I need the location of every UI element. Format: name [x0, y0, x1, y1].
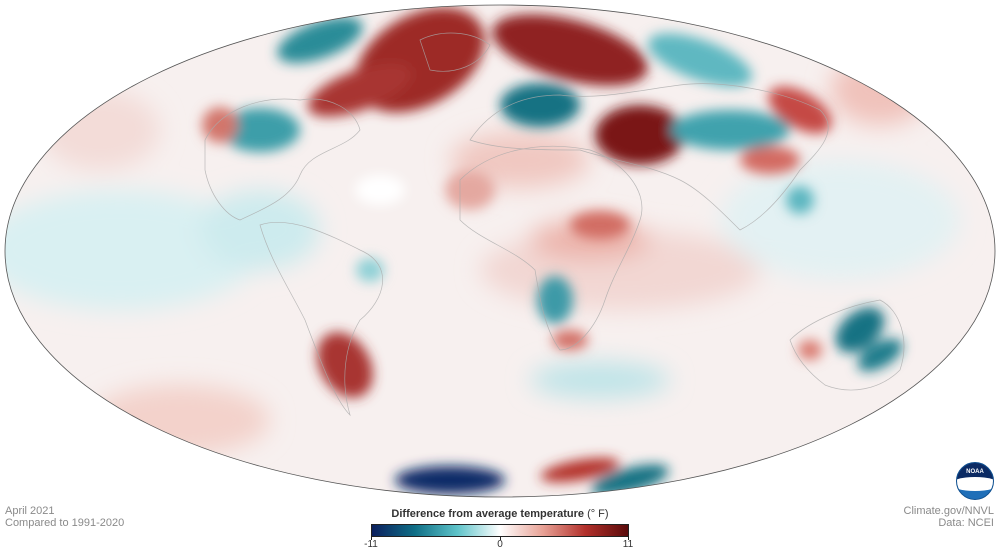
- period-label: April 2021: [5, 505, 55, 517]
- country-borders: [204, 32, 905, 417]
- noaa-logo-text: NOAA: [966, 469, 984, 475]
- legend-title-text: Difference from average temperature: [391, 508, 584, 520]
- temperature-anomaly-map: [4, 4, 996, 498]
- legend-min-label: -11: [364, 539, 378, 550]
- credit-label: Climate.gov/NNVL: [903, 505, 994, 517]
- legend-unit: (° F): [587, 508, 609, 520]
- data-source-label: Data: NCEI: [938, 517, 994, 529]
- baseline-label: Compared to 1991-2020: [5, 517, 125, 529]
- legend-title: Difference from average temperature (° F…: [371, 508, 629, 520]
- globe-outline: [4, 4, 996, 498]
- legend-max-label: 11: [622, 539, 634, 550]
- legend-mid-label: 0: [497, 539, 503, 550]
- map-caption: April 2021 Compared to 1991-2020: [5, 505, 124, 529]
- map-credits: Climate.gov/NNVL Data: NCEI: [904, 505, 994, 529]
- noaa-logo: NOAA: [956, 462, 994, 500]
- legend-color-scale: [371, 524, 629, 537]
